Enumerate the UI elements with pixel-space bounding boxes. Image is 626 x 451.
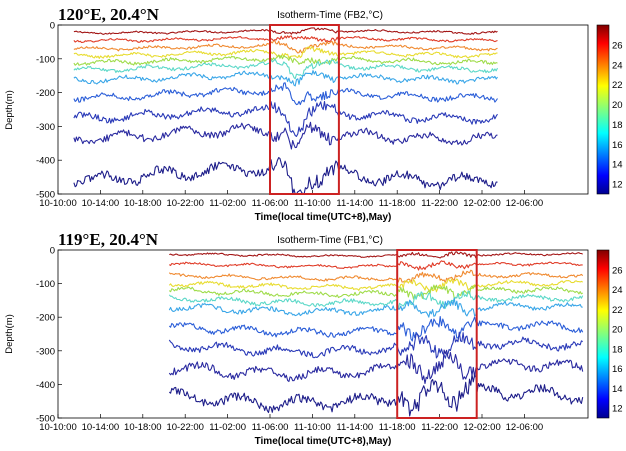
- colorbar-tick-label: 20: [612, 325, 623, 336]
- x-tick-label: 10-10:00: [39, 198, 77, 209]
- x-tick-label: 11-14:00: [336, 422, 373, 433]
- y-tick-label: -300: [36, 122, 55, 133]
- isotherm-15_5c-line: [73, 100, 498, 137]
- colorbar-tick-label: 14: [612, 384, 623, 395]
- colorbar-tick-label: 14: [612, 160, 623, 171]
- y-tick-label: 0: [50, 21, 55, 32]
- panel-fb2: 120°E, 20.4°N Isotherm-Time (FB2,°C) 10-…: [4, 5, 623, 223]
- colorbar-tick-labels: 26 24 22 20 18 16 14 12: [612, 265, 623, 414]
- x-axis-label: Time(local time(UTC+8),May): [255, 212, 392, 223]
- y-tick-label: -500: [36, 190, 55, 201]
- x-tick-label: 11-18:00: [379, 422, 416, 433]
- y-tick-label: -200: [36, 88, 55, 99]
- x-tick-labels: 10-10:00 10-14:00 10-18:00 10-22:00 11-02:00…: [39, 414, 543, 433]
- isotherm-23c-line: [73, 40, 498, 54]
- colorbar-tick-label: 16: [612, 364, 623, 375]
- isotherm-22c-line: [168, 278, 583, 293]
- isotherm-21c-line: [73, 54, 498, 66]
- isotherm-23c-line: [168, 269, 584, 284]
- colorbar-tick-label: 26: [612, 40, 623, 51]
- chart-title: Isotherm-Time (FB2,°C): [277, 10, 383, 21]
- isotherm-26c-line: [169, 251, 583, 259]
- x-tick-label: 10-18:00: [124, 422, 162, 433]
- location-label: 119°E, 20.4°N: [58, 230, 159, 249]
- isotherm-lines: [168, 251, 584, 417]
- isotherm-24_5c-line: [169, 260, 583, 271]
- colorbar-tick-label: 12: [612, 180, 623, 191]
- x-tick-label: 10-14:00: [82, 198, 120, 209]
- colorbar-tick-label: 22: [612, 305, 623, 316]
- isotherm-20c-line: [168, 290, 584, 310]
- x-tick-label: 10-10:00: [39, 422, 77, 433]
- isotherm-17c-line: [168, 316, 584, 342]
- x-tick-label: 11-06:00: [252, 422, 289, 433]
- colorbar: [596, 249, 610, 419]
- isotherm-12c-line: [168, 374, 584, 417]
- isotherm-17c-line: [73, 82, 498, 106]
- isotherm-14c-line: [168, 349, 584, 385]
- isotherm-12c-line: [73, 157, 498, 195]
- colorbar-tick-label: 26: [612, 265, 623, 276]
- y-tick-label: -500: [36, 414, 55, 425]
- colorbar-tick-label: 12: [612, 404, 623, 415]
- isotherm-26c-line: [73, 27, 498, 35]
- x-tick-label: 12-06:00: [506, 198, 544, 209]
- isotherm-19c-line: [73, 70, 498, 87]
- colorbar-tick-labels: 26 24 22 20 18 16 14 12: [612, 40, 623, 190]
- x-tick-label: 11-06:00: [252, 198, 289, 209]
- x-tick-label: 11-02:00: [209, 422, 246, 433]
- panel-fb1: 119°E, 20.4°N Isotherm-Time (FB1,°C) 10-…: [4, 230, 623, 447]
- isotherm-14c-line: [73, 121, 498, 150]
- colorbar-tick-label: 22: [612, 80, 623, 91]
- colorbar-tick-label: 24: [612, 285, 623, 296]
- colorbar-tick-label: 20: [612, 100, 623, 111]
- highlight-box: [396, 249, 478, 419]
- y-tick-label: -400: [36, 380, 55, 391]
- y-tick-label: 0: [50, 246, 55, 257]
- y-tick-label: -400: [36, 156, 55, 167]
- x-tick-label: 11-02:00: [209, 198, 246, 209]
- y-tick-labels: 0 -100 -200 -300 -400 -500: [36, 246, 62, 425]
- isotherm-22c-line: [73, 46, 498, 59]
- colorbar-tick-label: 16: [612, 140, 623, 151]
- x-tick-label: 11-10:00: [294, 422, 331, 433]
- isotherm-lines: [73, 27, 498, 195]
- x-tick-label: 11-10:00: [294, 198, 331, 209]
- x-tick-label: 10-14:00: [82, 422, 120, 433]
- x-tick-label: 11-22:00: [421, 422, 458, 433]
- y-axis-label: Depth(m): [4, 314, 15, 354]
- highlight-box: [269, 24, 340, 195]
- x-tick-label: 12-06:00: [506, 422, 544, 433]
- x-tick-label: 10-18:00: [124, 198, 162, 209]
- colorbar-tick-label: 18: [612, 344, 623, 355]
- colorbar: [596, 24, 610, 195]
- y-tick-labels: 0 -100 -200 -300 -400 -500: [36, 21, 62, 201]
- x-tick-label: 12-02:00: [463, 198, 501, 209]
- x-axis-label: Time(local time(UTC+8),May): [255, 436, 392, 447]
- isotherm-19c-line: [168, 297, 583, 318]
- colorbar-tick-label: 18: [612, 120, 623, 131]
- x-tick-label: 10-22:00: [166, 422, 204, 433]
- y-tick-label: -300: [36, 346, 55, 357]
- isotherm-24_5c-line: [73, 35, 498, 44]
- x-tick-labels: 10-10:00 10-14:00 10-18:00 10-22:00 11-02:00…: [39, 190, 543, 209]
- x-tick-label: 11-18:00: [379, 198, 416, 209]
- x-tick-label: 11-22:00: [421, 198, 458, 209]
- y-tick-label: -200: [36, 313, 55, 324]
- location-label: 120°E, 20.4°N: [58, 5, 160, 24]
- colorbar-tick-label: 24: [612, 60, 623, 71]
- isotherm-15_5c-line: [168, 331, 583, 359]
- y-tick-label: -100: [36, 54, 55, 65]
- isotherm-21c-line: [168, 284, 583, 300]
- x-tick-label: 10-22:00: [166, 198, 204, 209]
- isotherm-20c-line: [73, 58, 498, 80]
- y-axis-label: Depth(m): [4, 90, 15, 130]
- x-tick-label: 12-02:00: [463, 422, 501, 433]
- x-tick-label: 11-14:00: [336, 198, 373, 209]
- y-tick-label: -100: [36, 279, 55, 290]
- chart-title: Isotherm-Time (FB1,°C): [277, 235, 383, 246]
